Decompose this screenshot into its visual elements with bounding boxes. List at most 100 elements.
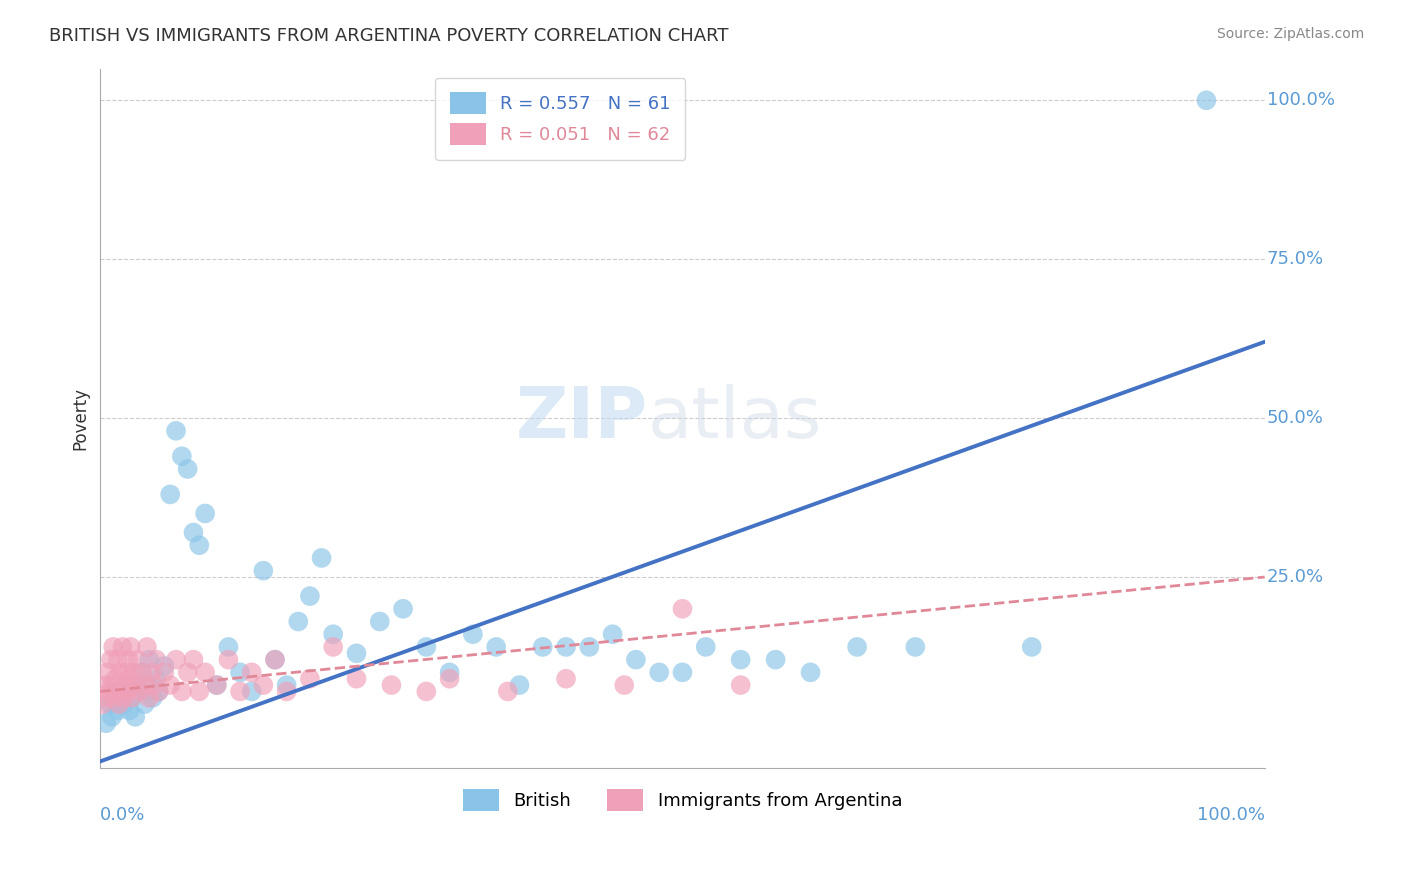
Point xyxy=(107,704,129,718)
Point xyxy=(415,640,437,654)
Point xyxy=(153,665,176,680)
Point xyxy=(287,615,309,629)
Point xyxy=(114,678,136,692)
Text: atlas: atlas xyxy=(648,384,823,452)
Point xyxy=(730,678,752,692)
Point xyxy=(103,684,125,698)
Point xyxy=(159,487,181,501)
Text: ZIP: ZIP xyxy=(515,384,648,452)
Point xyxy=(127,653,149,667)
Point xyxy=(240,665,263,680)
Point xyxy=(578,640,600,654)
Point xyxy=(217,640,239,654)
Point xyxy=(142,678,165,692)
Point xyxy=(112,697,135,711)
Point xyxy=(904,640,927,654)
Point xyxy=(264,653,287,667)
Point xyxy=(346,646,368,660)
Point xyxy=(96,665,118,680)
Point xyxy=(170,684,193,698)
Point xyxy=(141,665,163,680)
Text: 100.0%: 100.0% xyxy=(1197,806,1264,824)
Point xyxy=(205,678,228,692)
Point xyxy=(129,665,152,680)
Point xyxy=(346,672,368,686)
Point xyxy=(91,697,114,711)
Point xyxy=(695,640,717,654)
Point xyxy=(96,716,118,731)
Point xyxy=(121,690,143,705)
Point xyxy=(194,665,217,680)
Point xyxy=(153,659,176,673)
Point xyxy=(671,665,693,680)
Point xyxy=(118,672,141,686)
Point xyxy=(131,665,153,680)
Point xyxy=(118,704,141,718)
Point xyxy=(170,449,193,463)
Point xyxy=(311,551,333,566)
Point xyxy=(461,627,484,641)
Point xyxy=(368,615,391,629)
Point xyxy=(298,589,321,603)
Point xyxy=(135,640,157,654)
Point xyxy=(124,710,146,724)
Point xyxy=(380,678,402,692)
Point xyxy=(846,640,869,654)
Point xyxy=(276,684,298,698)
Text: 75.0%: 75.0% xyxy=(1267,251,1324,268)
Point xyxy=(96,690,118,705)
Point xyxy=(485,640,508,654)
Point xyxy=(115,684,138,698)
Point xyxy=(138,690,160,705)
Point xyxy=(98,684,121,698)
Point xyxy=(531,640,554,654)
Point xyxy=(439,672,461,686)
Point xyxy=(298,672,321,686)
Point xyxy=(276,678,298,692)
Point xyxy=(135,678,157,692)
Point xyxy=(142,690,165,705)
Point xyxy=(194,507,217,521)
Point xyxy=(183,525,205,540)
Point xyxy=(671,602,693,616)
Text: BRITISH VS IMMIGRANTS FROM ARGENTINA POVERTY CORRELATION CHART: BRITISH VS IMMIGRANTS FROM ARGENTINA POV… xyxy=(49,27,728,45)
Point xyxy=(138,653,160,667)
Point xyxy=(176,462,198,476)
Point xyxy=(176,665,198,680)
Point xyxy=(145,653,167,667)
Point xyxy=(159,678,181,692)
Point xyxy=(98,697,121,711)
Point xyxy=(110,690,132,705)
Point xyxy=(496,684,519,698)
Point xyxy=(101,710,124,724)
Text: Source: ZipAtlas.com: Source: ZipAtlas.com xyxy=(1216,27,1364,41)
Point xyxy=(415,684,437,698)
Point xyxy=(111,640,134,654)
Point xyxy=(107,653,129,667)
Point xyxy=(252,678,274,692)
Point xyxy=(94,678,117,692)
Point xyxy=(322,627,344,641)
Point xyxy=(121,690,143,705)
Point xyxy=(100,653,122,667)
Point xyxy=(105,684,128,698)
Point xyxy=(322,640,344,654)
Point xyxy=(439,665,461,680)
Point xyxy=(205,678,228,692)
Point xyxy=(648,665,671,680)
Point xyxy=(730,653,752,667)
Point xyxy=(112,690,135,705)
Point xyxy=(1021,640,1043,654)
Point xyxy=(165,653,187,667)
Point xyxy=(124,678,146,692)
Point xyxy=(122,665,145,680)
Point xyxy=(229,684,252,698)
Text: 50.0%: 50.0% xyxy=(1267,409,1324,427)
Point xyxy=(165,424,187,438)
Point xyxy=(103,690,125,705)
Point xyxy=(555,672,578,686)
Text: 25.0%: 25.0% xyxy=(1267,568,1324,586)
Point xyxy=(134,678,156,692)
Point xyxy=(602,627,624,641)
Point xyxy=(145,672,167,686)
